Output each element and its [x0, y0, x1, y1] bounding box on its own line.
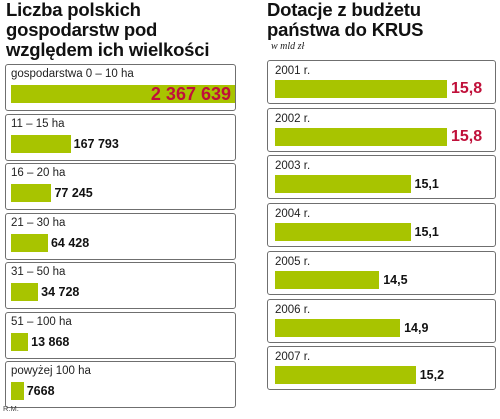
farms-category-label: 21 – 30 ha — [11, 216, 66, 229]
farms-bar — [11, 283, 39, 301]
krus-value-label: 15,8 — [451, 80, 483, 97]
krus-value-label: 15,8 — [451, 127, 483, 145]
farms-category-label: powyżej 100 ha — [11, 365, 91, 377]
farms-row-box — [5, 311, 236, 359]
farms-bar — [11, 332, 29, 351]
farms-category-label: 51 – 100 ha — [11, 315, 72, 328]
krus-year-label: 2004 r. — [275, 208, 311, 221]
krus-value-label: 14,9 — [404, 320, 429, 335]
krus-bar — [275, 127, 447, 146]
krus-value-label: 15,1 — [414, 225, 439, 240]
farms-value-label: 167 793 — [73, 136, 119, 151]
farms-bar — [11, 134, 71, 153]
krus-year-label: 2007 r. — [275, 351, 311, 364]
farms-value-label: 34 728 — [41, 285, 80, 299]
krus-year-label: 2005 r. — [275, 255, 311, 268]
author-credit: R.M. — [3, 404, 19, 413]
krus-year-label: 2002 r. — [275, 112, 311, 125]
farms-row-box — [5, 361, 236, 408]
farms-value-label: 2 367 639 — [150, 84, 231, 104]
farms-bar — [11, 382, 24, 400]
krus-chart-title: Dotacje z budżetu państwa do KRUS — [267, 0, 424, 40]
krus-bar — [275, 366, 416, 385]
farms-category-label: 11 – 15 ha — [11, 117, 65, 130]
farms-category-label: gospodarstwa 0 – 10 ha — [11, 68, 134, 80]
krus-year-label: 2003 r. — [275, 160, 311, 173]
krus-year-label: 2006 r. — [275, 303, 311, 316]
farms-bar — [11, 233, 48, 252]
krus-year-label: 2001 r. — [275, 65, 311, 77]
farms-category-label: 31 – 50 ha — [11, 266, 66, 278]
farms-value-label: 64 428 — [50, 235, 90, 250]
krus-value-label: 15,2 — [419, 368, 445, 383]
farms-chart-title: Liczba polskich gospodarstw pod względem… — [6, 0, 210, 60]
farms-bar — [11, 184, 52, 202]
krus-bar — [275, 223, 411, 242]
krus-chart-subtitle: w mld zł — [271, 41, 305, 52]
krus-bar — [275, 80, 447, 98]
farms-value-label: 7668 — [26, 384, 55, 398]
farms-category-label: 16 – 20 ha — [11, 167, 66, 179]
farms-value-label: 77 245 — [54, 186, 93, 200]
krus-bar — [275, 318, 401, 337]
krus-value-label: 14,5 — [383, 272, 408, 287]
farms-value-label: 13 868 — [31, 334, 70, 349]
krus-bar — [275, 175, 411, 194]
krus-bar — [275, 270, 380, 289]
farms-row-box — [5, 262, 236, 309]
farms-bar — [11, 85, 235, 103]
krus-value-label: 15,1 — [414, 177, 439, 192]
